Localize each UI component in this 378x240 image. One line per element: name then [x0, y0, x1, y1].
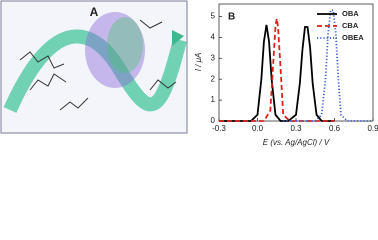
x-tick-label: 0.6 — [329, 124, 341, 133]
figure: A B E (vs. Ag/AgCl) / V I / μA 0 1 2 3 4 5 -0.… — [0, 0, 378, 147]
y-tick-label: 4 — [211, 33, 216, 42]
panel-label: A — [90, 5, 99, 19]
y-tick-label: 0 — [211, 116, 216, 125]
legend-label: OBA — [342, 9, 359, 18]
legend-label: OBEA — [342, 33, 364, 42]
surface-mesh — [85, 12, 145, 88]
y-axis-label: I / μA — [194, 53, 203, 72]
y-tick-label: 5 — [211, 12, 216, 21]
molecule — [19, 19, 177, 111]
panel-a: A — [0, 0, 188, 134]
y-tick-label: 1 — [211, 95, 216, 104]
legend-label: CBA — [342, 21, 359, 30]
x-tick-label: 0.9 — [367, 124, 378, 133]
series-line — [283, 9, 373, 122]
series-line — [219, 18, 335, 122]
page: A B E (vs. Ag/AgCl) / V I / μA 0 1 2 3 4 5 -0.… — [0, 0, 378, 148]
y-tick-label: 3 — [211, 53, 216, 62]
chart: B E (vs. Ag/AgCl) / V I / μA 0 1 2 3 4 5 -0.3 0… — [194, 3, 378, 147]
surface-mesh — [107, 17, 143, 73]
panel-label: B — [228, 12, 235, 23]
x-axis-label: E (vs. Ag/AgCl) / V — [263, 138, 330, 147]
series-line — [219, 24, 335, 122]
y-tick-label: 2 — [211, 74, 216, 83]
arrow-head — [172, 30, 184, 46]
x-tick-label: 0.3 — [290, 124, 302, 133]
x-tick-label: 0.0 — [252, 124, 264, 133]
x-tick-label: -0.3 — [212, 124, 226, 133]
ribbon — [3, 29, 187, 113]
